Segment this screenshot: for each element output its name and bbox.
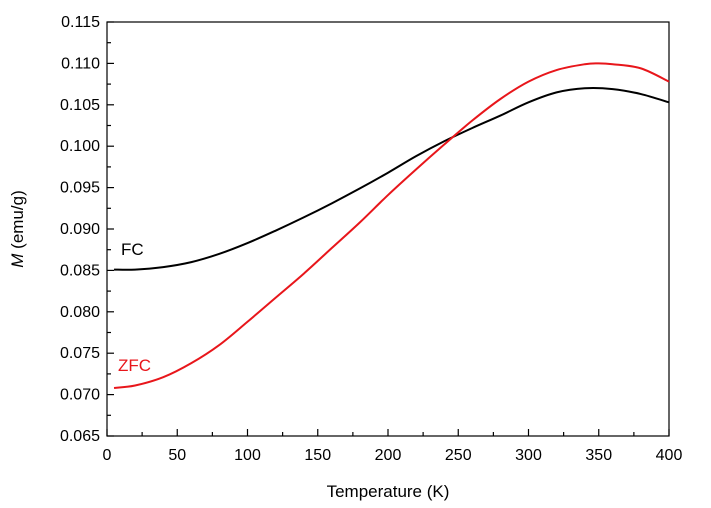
x-tick-label: 200	[375, 447, 402, 464]
x-tick-label: 250	[445, 447, 472, 464]
x-tick-label: 150	[304, 447, 331, 464]
x-axis-title: Temperature (K)	[327, 482, 450, 501]
y-axis-title: M (emu/g)	[8, 190, 27, 267]
y-tick-label: 0.090	[60, 221, 100, 238]
y-axis-unit: (emu/g)	[8, 190, 27, 253]
y-tick-label: 0.085	[60, 262, 100, 279]
y-tick-labels: 0.065 0.070 0.075 0.080 0.085 0.090 0.095 0.100…	[60, 14, 100, 445]
y-tick-label: 0.080	[60, 304, 100, 321]
y-tick-label: 0.095	[60, 180, 100, 197]
y-axis-symbol: M	[8, 253, 27, 268]
y-tick-label: 0.065	[60, 428, 100, 445]
y-tick-label: 0.110	[61, 55, 100, 72]
x-tick-label: 50	[168, 447, 186, 464]
y-tick-label: 0.070	[60, 387, 100, 404]
series-label-zfc: ZFC	[118, 356, 151, 375]
series-label-fc: FC	[121, 240, 144, 259]
x-tick-label: 100	[234, 447, 261, 464]
series-line-fc	[114, 87, 670, 271]
y-tick-label: 0.115	[61, 14, 100, 31]
x-tick-label: 350	[585, 447, 612, 464]
x-tick-label: 0	[103, 447, 112, 464]
series-lines	[113, 62, 670, 389]
plot-frame	[106, 21, 670, 437]
series-line-zfc	[113, 62, 670, 389]
axis-ticks	[106, 21, 670, 437]
y-tick-label: 0.105	[60, 97, 100, 114]
x-tick-label: 400	[656, 447, 683, 464]
x-tick-label: 300	[515, 447, 542, 464]
x-tick-labels: 0 50 100 150 200 250 300 350 400	[103, 447, 683, 464]
y-tick-label: 0.075	[60, 345, 100, 362]
y-tick-label: 0.100	[60, 138, 100, 155]
